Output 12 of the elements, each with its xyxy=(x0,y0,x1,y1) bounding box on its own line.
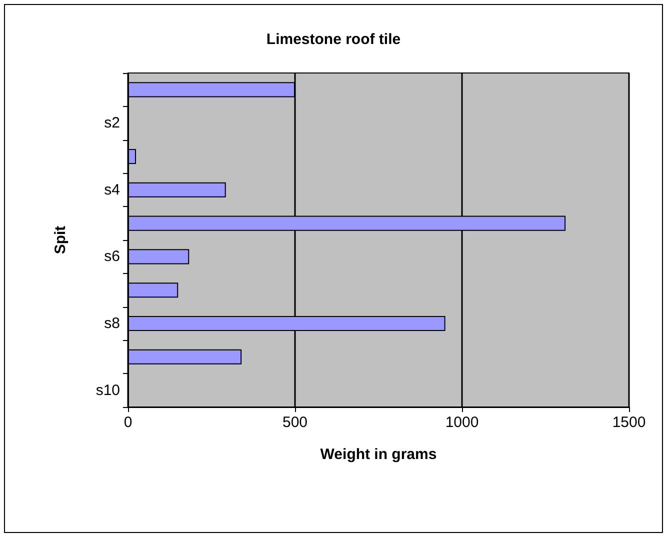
x-tick-label: 0 xyxy=(124,414,132,431)
y-tick-label: s10 xyxy=(96,382,120,399)
y-axis-title: Spit xyxy=(52,226,69,254)
x-tick-label: 500 xyxy=(282,414,308,431)
y-tick-label: s6 xyxy=(104,248,120,266)
y-tick-label: s2 xyxy=(104,114,120,132)
chart-title: Limestone roof tile xyxy=(266,31,401,48)
x-axis-title: Weight in grams xyxy=(320,446,437,463)
x-tick-label: 1000 xyxy=(445,414,479,431)
x-tick-label: 1500 xyxy=(612,414,646,431)
y-tick-label: s4 xyxy=(104,181,120,198)
y-tick-label: s8 xyxy=(104,315,120,332)
